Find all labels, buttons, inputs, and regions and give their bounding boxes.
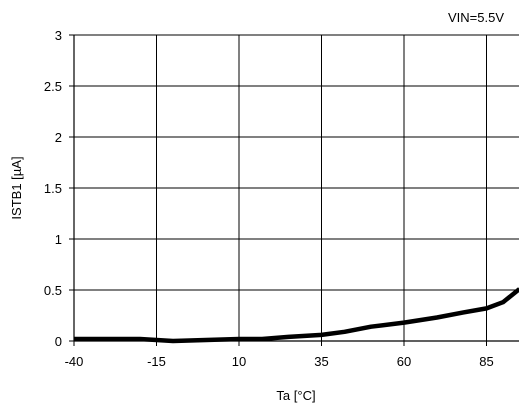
x-tick-label: 35 — [314, 354, 328, 369]
x-tick-label: 10 — [232, 354, 246, 369]
x-tick-label: -40 — [65, 354, 84, 369]
series-line — [74, 287, 519, 344]
x-tick-label: 85 — [479, 354, 493, 369]
y-tick-label: 3 — [55, 28, 62, 43]
y-tick-label: 1 — [55, 232, 62, 247]
y-tick-label: 2.5 — [44, 79, 62, 94]
grid-lines — [73, 34, 519, 342]
x-tick-label: 60 — [397, 354, 411, 369]
y-tick-label: 0 — [55, 334, 62, 349]
annotation-vin: VIN=5.5V — [448, 10, 504, 25]
y-tick-label: 0.5 — [44, 283, 62, 298]
x-tick-label: -15 — [147, 354, 166, 369]
y-tick-label: 2 — [55, 130, 62, 145]
series-lines — [74, 287, 519, 344]
x-axis-label: Ta [°C] — [276, 388, 315, 403]
y-tick-labels: 0 0.5 1 1.5 2 2.5 3 — [44, 28, 62, 349]
y-tick-label: 1.5 — [44, 181, 62, 196]
y-axis-label: ISTB1 [µA] — [9, 156, 24, 219]
x-tick-labels: -40 -15 10 35 60 85 — [65, 354, 494, 369]
